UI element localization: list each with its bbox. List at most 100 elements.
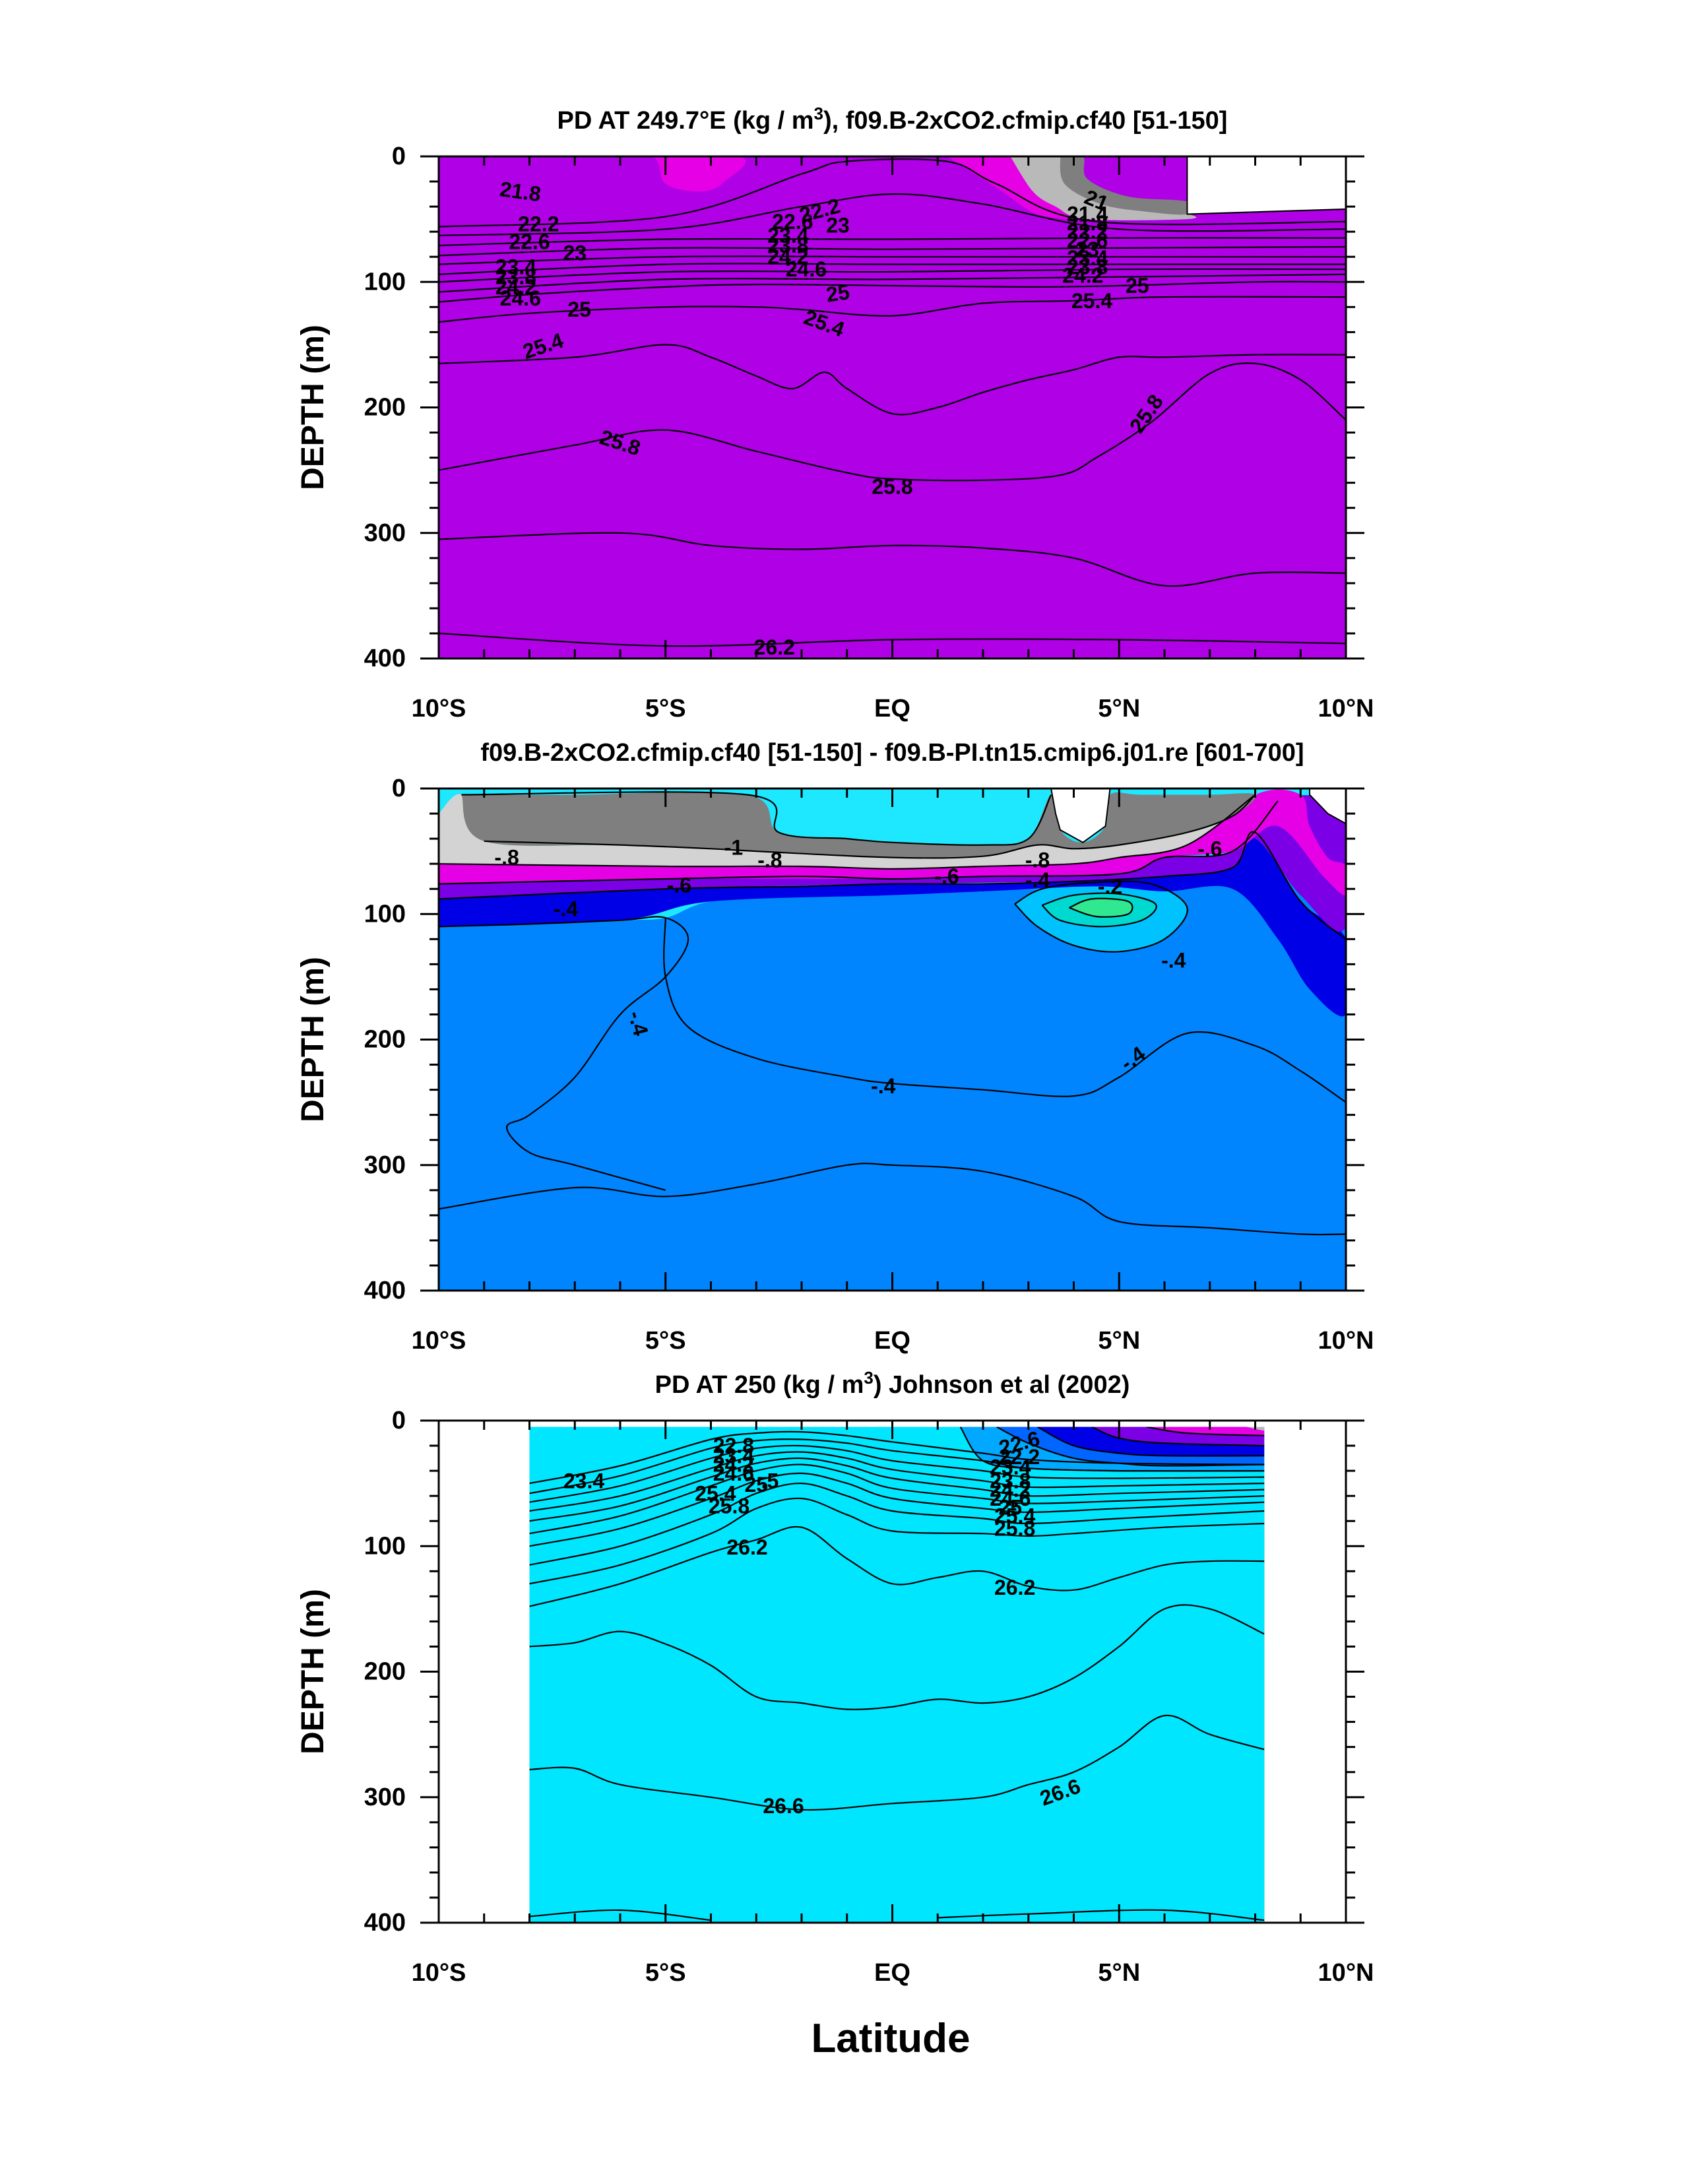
contour-line <box>529 1497 1265 1585</box>
contour-label: 23.4 <box>990 1455 1031 1479</box>
contour-band <box>461 792 1256 858</box>
contour-line <box>529 1472 1265 1547</box>
contour-band <box>1069 898 1133 917</box>
panel-pd-johnson: 23.422.823.424.224.625.4 25.525.826.226.2… <box>296 1368 1374 1987</box>
contour-label: 23 <box>563 241 587 265</box>
contour-line <box>439 280 1346 303</box>
contour-line <box>996 1427 1265 1467</box>
contour-label: -.4 <box>871 1074 896 1098</box>
contour-label: 25 <box>567 298 591 321</box>
contour-line <box>439 831 1346 940</box>
contour-label: 22.2 <box>1067 220 1108 243</box>
contour-label: 23.4 <box>495 255 536 278</box>
x-tick-label: 10°S <box>412 695 466 723</box>
y-tick-label: 200 <box>364 1658 406 1686</box>
x-tick-label: 5°S <box>645 695 686 723</box>
contour-label: 25.4 <box>695 1481 736 1505</box>
y-tick-label: 0 <box>392 143 406 170</box>
contour-band <box>439 794 1258 869</box>
contour-line <box>529 1909 711 1921</box>
contour-line <box>529 1526 1265 1607</box>
contour-label: 23 <box>826 214 850 238</box>
x-tick-label: 10°S <box>412 1959 466 1987</box>
contour-label: -.8 <box>1025 848 1050 872</box>
contour-line <box>529 1444 1265 1503</box>
contour-line <box>439 916 689 1191</box>
contour-line <box>529 1457 1265 1522</box>
contour-line <box>1069 897 1133 918</box>
contour-line <box>439 362 1346 482</box>
contour-label: 25.8 <box>872 474 912 498</box>
contour-label: 24.6 <box>713 1461 754 1485</box>
contour-label: 22.6 <box>509 230 550 253</box>
contour-line <box>1041 892 1157 928</box>
contour-line <box>439 532 1346 587</box>
contour-label: 21.8 <box>1067 211 1108 235</box>
contour-line <box>529 1482 1265 1566</box>
contour-band <box>439 831 1346 1017</box>
x-tick-label: EQ <box>874 1959 910 1987</box>
contour-band <box>1092 1427 1265 1446</box>
contour-line <box>484 794 1256 859</box>
contour-line <box>938 1909 1265 1921</box>
contour-label: 21.8 <box>498 177 542 206</box>
contour-line <box>439 1163 1346 1236</box>
contour-label: 26.2 <box>994 1576 1035 1599</box>
contour-line <box>529 1451 1265 1512</box>
contour-label: -.8 <box>757 848 782 872</box>
contour-label: 23 <box>1075 238 1099 261</box>
contour-label: -.4 <box>554 897 579 921</box>
contour-line <box>1146 1427 1265 1436</box>
contour-label: 25.8 <box>709 1494 749 1518</box>
x-tick-label: 5°S <box>645 1959 686 1987</box>
x-tick-label: 10°S <box>412 1327 466 1355</box>
contour-label: -.6 <box>934 864 959 888</box>
contour-line <box>439 344 1346 416</box>
contour-line <box>663 917 1346 1103</box>
contour-label: 23.8 <box>990 1469 1031 1493</box>
contour-label: 23.8 <box>767 234 808 257</box>
x-tick-label: 5°N <box>1098 1959 1140 1987</box>
contour-label: 25.4 <box>1071 289 1112 313</box>
contour-line <box>529 1463 1265 1535</box>
y-tick-label: 100 <box>364 268 406 296</box>
y-axis-label: DEPTH (m) <box>296 957 331 1122</box>
contour-label: 21.4 <box>1067 203 1108 226</box>
y-tick-label: 300 <box>364 1151 406 1179</box>
contour-label: 24.6 <box>786 257 827 281</box>
contour-line <box>529 1714 1265 1811</box>
contour-label: -.6 <box>667 874 691 897</box>
contour-line <box>439 273 1346 293</box>
contour-label: 23.4 <box>767 224 808 247</box>
contour-label: -1 <box>724 835 743 859</box>
contour-label: 24.2 <box>990 1478 1031 1502</box>
contour-label: 25 <box>999 1495 1023 1519</box>
contour-line <box>1036 1427 1265 1457</box>
x-tick-label: 5°N <box>1098 1327 1140 1355</box>
panel-title: f09.B-2xCO2.cfmip.cf40 [51-150] - f09.B-… <box>480 739 1304 767</box>
y-tick-label: 100 <box>364 1532 406 1560</box>
contour-label: 26.2 <box>726 1535 767 1559</box>
contour-label: 23.4 <box>713 1444 754 1467</box>
panel-title: PD AT 249.7°E (kg / m3), f09.B-2xCO2.cfm… <box>558 104 1228 135</box>
x-tick-label: 5°S <box>645 1327 686 1355</box>
contour-label: 24.2 <box>495 275 536 299</box>
contour-label: 23.8 <box>1067 255 1108 278</box>
contour-band <box>1146 1427 1265 1436</box>
x-tick-label: EQ <box>874 695 910 723</box>
contour-label: 24.2 <box>713 1453 754 1477</box>
contour-label: 25 <box>1126 274 1149 298</box>
contour-label: -.6 <box>1197 837 1222 860</box>
y-axis-label: DEPTH (m) <box>296 325 331 490</box>
x-axis-label: Latitude <box>811 2016 970 2061</box>
contour-line <box>439 800 1279 885</box>
contour-label: 24.2 <box>767 245 808 269</box>
contour-line <box>439 245 1346 257</box>
contour-label: 25 <box>745 1473 769 1496</box>
land-mask <box>1186 156 1346 215</box>
y-axis-label: DEPTH (m) <box>296 1589 331 1754</box>
contour-band <box>439 789 1346 895</box>
y-tick-label: 100 <box>364 900 406 928</box>
contour-label: 24.6 <box>990 1487 1031 1510</box>
contour-label: -.2 <box>1098 874 1122 898</box>
